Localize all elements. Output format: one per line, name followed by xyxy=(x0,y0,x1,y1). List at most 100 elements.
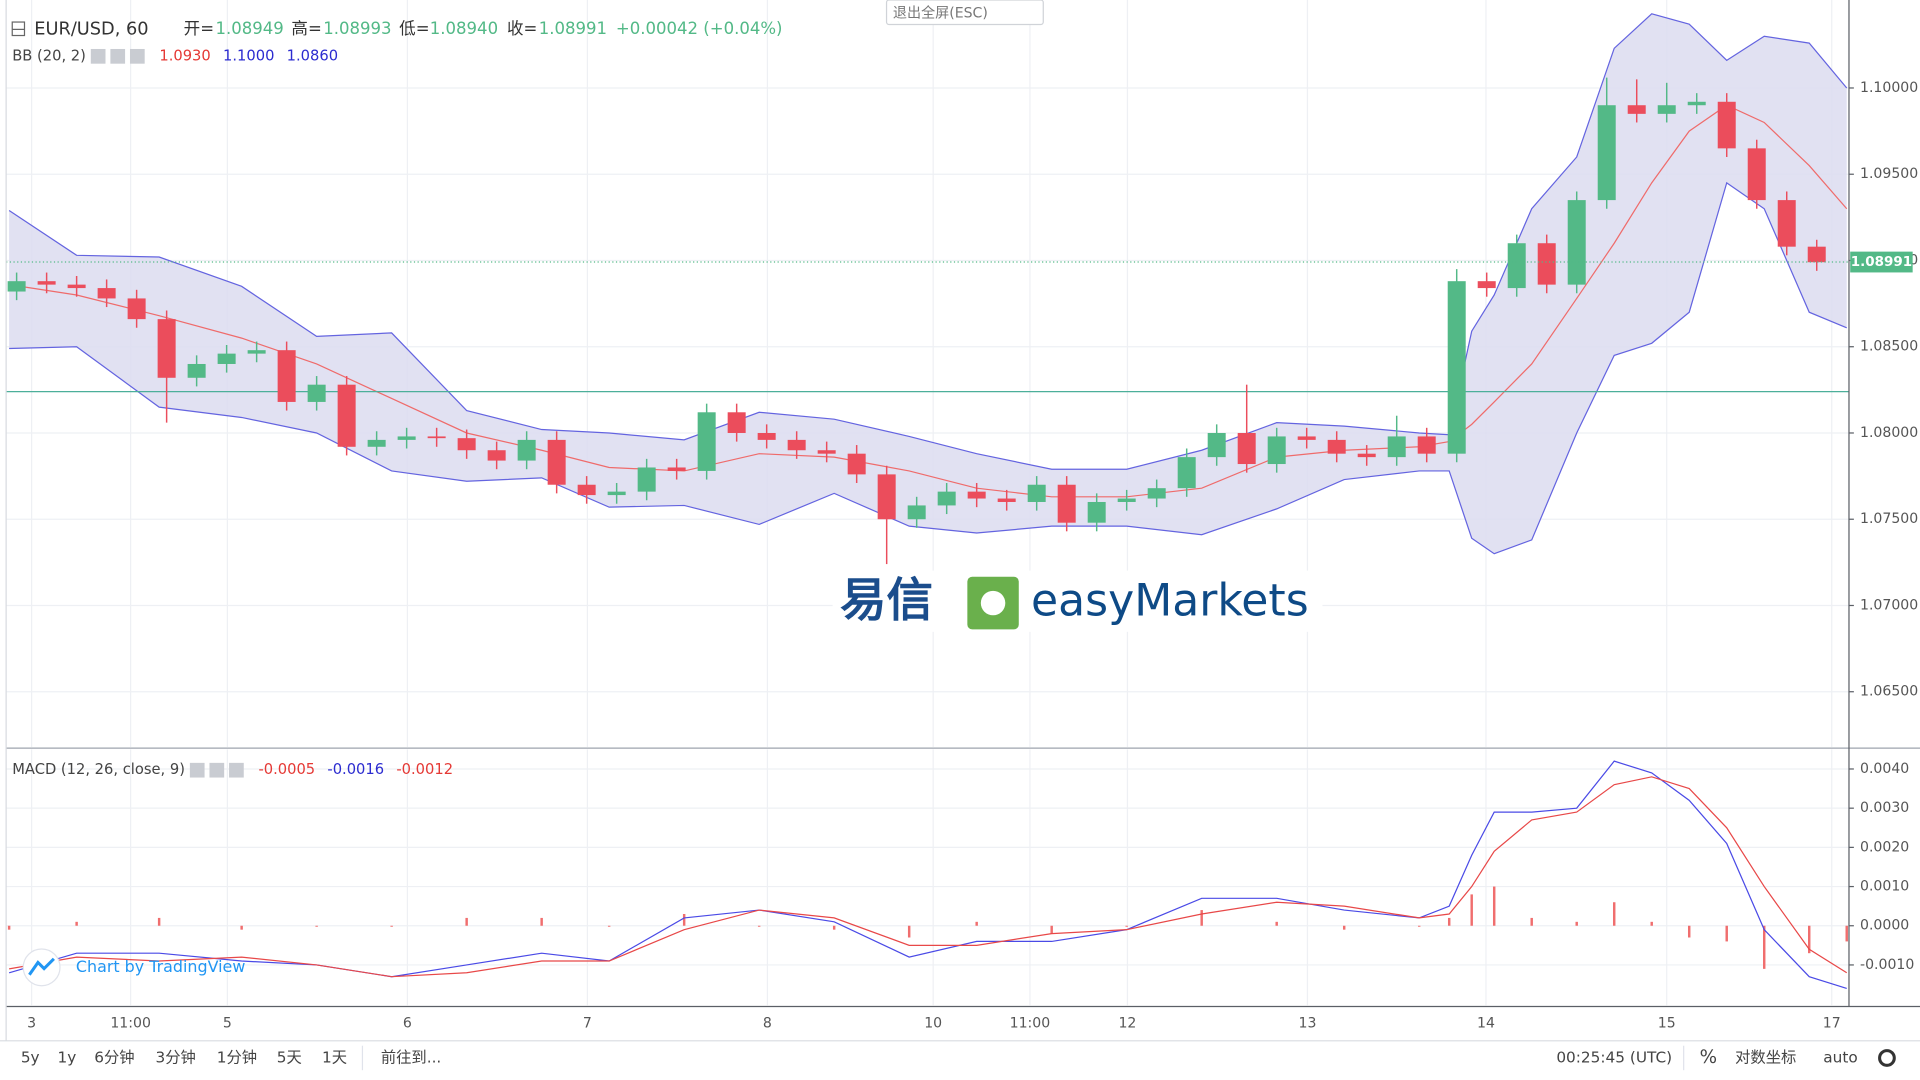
credit[interactable]: Chart by TradingView xyxy=(76,957,245,976)
band-line xyxy=(9,181,1847,555)
candle-body xyxy=(1237,432,1256,465)
y-tick-label: 0.0040 xyxy=(1860,761,1909,777)
candle-body xyxy=(1357,453,1376,458)
candle-body xyxy=(1087,501,1106,523)
x-tick-label: 12 xyxy=(1118,1016,1136,1032)
candle-body xyxy=(397,436,416,440)
candle-body xyxy=(877,474,896,520)
candle-body xyxy=(637,467,656,492)
candle-body xyxy=(1147,488,1166,499)
histogram-bar xyxy=(1575,921,1578,926)
high-value: 1.08993 xyxy=(323,19,391,38)
candle-body xyxy=(1417,436,1436,454)
candle-body xyxy=(247,350,266,354)
x-tick-label: 7 xyxy=(583,1016,592,1032)
candle-body xyxy=(1297,436,1316,440)
histogram-bar xyxy=(1725,925,1728,942)
histogram-bar xyxy=(1530,917,1533,926)
candle-body xyxy=(847,453,866,475)
x-tick-label: 8 xyxy=(763,1016,772,1032)
indicator-value: 1.1000 xyxy=(223,47,274,64)
macd-line xyxy=(9,776,1848,978)
y-tick-label: -0.0010 xyxy=(1860,957,1914,973)
indicator-button[interactable] xyxy=(229,762,244,778)
candle-body xyxy=(307,384,326,402)
histogram-bar xyxy=(390,925,393,927)
candle-body xyxy=(817,450,836,454)
clock: 00:25:45 (UTC) xyxy=(1556,1048,1672,1066)
histogram-bar xyxy=(1808,925,1811,954)
y-tick-label: 0.0000 xyxy=(1860,918,1909,934)
last-price-tag xyxy=(1850,251,1913,273)
candle-body xyxy=(1507,243,1526,289)
candle-body xyxy=(787,439,806,451)
x-tick-label: 10 xyxy=(924,1016,942,1032)
histogram-bar xyxy=(1417,925,1421,927)
range-button[interactable]: 1天 xyxy=(322,1048,347,1066)
candle-body xyxy=(487,450,506,461)
candle-body xyxy=(1657,105,1676,114)
band-fill xyxy=(9,13,1847,554)
candle-body xyxy=(667,467,686,471)
histogram-bar xyxy=(975,921,978,926)
indicator-value: -0.0012 xyxy=(396,761,453,778)
x-tick-label: 3 xyxy=(27,1016,36,1032)
candle-body xyxy=(607,491,626,496)
last-price-label: 1.08991 xyxy=(1851,255,1912,270)
histogram-bar xyxy=(832,925,836,930)
indicator-button[interactable] xyxy=(209,762,225,778)
indicator-button[interactable] xyxy=(90,48,106,64)
candle-body xyxy=(1747,148,1766,201)
range-button[interactable]: 6分钟 xyxy=(94,1048,134,1066)
candle-body xyxy=(1387,436,1406,458)
x-tick-label: 5 xyxy=(223,1016,232,1032)
x-tick-label: 14 xyxy=(1477,1016,1495,1032)
close-label: 收= xyxy=(507,19,537,38)
indicator-button[interactable] xyxy=(110,48,126,64)
watermark-logo-dot xyxy=(980,590,1006,616)
low-label: 低= xyxy=(399,19,429,38)
log-button[interactable]: 对数坐标 xyxy=(1735,1048,1796,1066)
tradingview-logo-mark xyxy=(28,957,55,976)
histogram-bar xyxy=(1763,925,1766,969)
exit-fullscreen-button[interactable] xyxy=(885,0,1044,26)
candle-body xyxy=(37,281,56,285)
candle-body xyxy=(1567,200,1586,285)
x-tick-label: 11:00 xyxy=(1010,1016,1051,1032)
range-button[interactable]: 1y xyxy=(58,1048,77,1066)
goto-button[interactable]: 前往到... xyxy=(381,1048,441,1066)
x-tick-label: 11:00 xyxy=(110,1016,151,1032)
y-tick-label: 1.07000 xyxy=(1860,597,1918,613)
x-tick-label: 6 xyxy=(403,1016,412,1032)
range-button[interactable]: 3分钟 xyxy=(156,1048,196,1066)
histogram-bar xyxy=(1342,925,1346,930)
auto-button[interactable]: auto xyxy=(1823,1048,1857,1066)
x-tick-label: 17 xyxy=(1823,1016,1841,1032)
y-tick-label: 1.07500 xyxy=(1860,511,1918,527)
histogram-bar xyxy=(315,925,318,927)
y-tick-label: 0.0030 xyxy=(1860,800,1909,816)
candle-body xyxy=(517,439,536,461)
candle-body xyxy=(67,284,86,289)
y-tick-label: 0.0020 xyxy=(1860,839,1909,855)
candle-body xyxy=(127,298,146,320)
candle-body xyxy=(1117,498,1136,502)
candle-body xyxy=(1777,200,1796,247)
candle-body xyxy=(1057,484,1076,523)
y-tick-label: 1.09500 xyxy=(1860,166,1918,182)
histogram-bar xyxy=(682,913,686,926)
range-button[interactable]: 5y xyxy=(21,1048,40,1066)
settings-icon[interactable] xyxy=(1878,1049,1896,1067)
histogram-bar xyxy=(1050,925,1053,934)
indicator-button[interactable] xyxy=(129,48,145,64)
indicator-button[interactable] xyxy=(189,762,205,778)
histogram-bar xyxy=(1275,921,1278,926)
watermark-cn: 易信 xyxy=(840,573,933,627)
candle-body xyxy=(97,288,116,299)
histogram-bar xyxy=(7,925,11,930)
range-button[interactable]: 5天 xyxy=(277,1048,302,1066)
candle-body xyxy=(1597,105,1616,201)
percent-button[interactable]: % xyxy=(1700,1047,1717,1068)
range-button[interactable]: 1分钟 xyxy=(217,1048,257,1066)
candle-body xyxy=(187,363,206,378)
